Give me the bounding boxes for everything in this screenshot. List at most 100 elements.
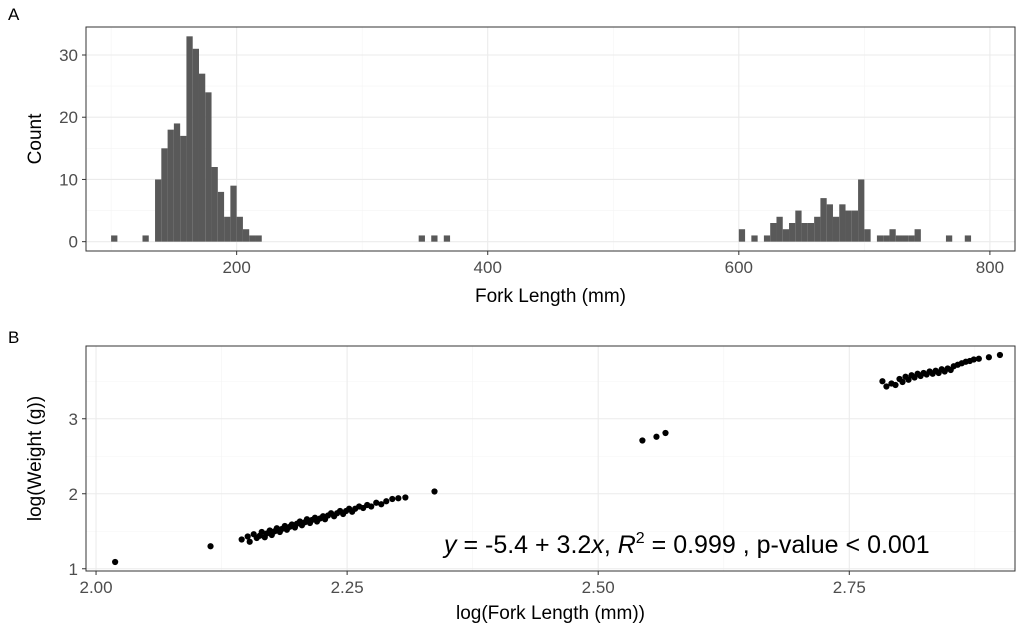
- scatter-point: [207, 543, 214, 550]
- y-tick-label: 20: [59, 108, 78, 127]
- histogram-bar: [180, 135, 187, 242]
- histogram-bar: [111, 235, 118, 242]
- scatter-point: [899, 378, 906, 386]
- scatter-point: [246, 538, 253, 545]
- histogram-bar: [908, 235, 915, 242]
- annotation-separator: ,: [604, 531, 618, 559]
- scatter-point: [368, 503, 375, 510]
- panel-a-x-ticks: 200 400 600 800: [222, 251, 1004, 277]
- scatter-point: [112, 558, 119, 566]
- histogram-bar: [242, 229, 250, 242]
- histogram-bar: [914, 229, 921, 242]
- annotation-r: R: [618, 531, 636, 559]
- y-tick-label: 2: [69, 485, 78, 504]
- histogram-bar: [236, 216, 243, 242]
- x-tick-label: 600: [725, 258, 753, 277]
- scatter-point: [244, 533, 251, 540]
- histogram-bar: [167, 129, 174, 242]
- scatter-point: [653, 433, 660, 440]
- histogram-bar: [198, 73, 206, 242]
- x-tick-label: 800: [976, 258, 1004, 277]
- annotation-superscript: 2: [636, 530, 645, 547]
- y-tick-label: 1: [69, 560, 78, 579]
- histogram-bar: [763, 235, 771, 242]
- histogram-bar: [738, 229, 746, 242]
- x-tick-label: 200: [222, 258, 250, 277]
- histogram-bar: [192, 48, 199, 242]
- panel-b-gridlines: [86, 346, 1015, 571]
- x-tick-label: 2.00: [79, 578, 112, 597]
- scatter-point: [975, 355, 982, 362]
- panel-b-y-axis-title: log(Weight (g)): [25, 396, 46, 521]
- histogram-bar: [211, 167, 218, 242]
- histogram-bar: [858, 179, 865, 242]
- histogram-bar: [217, 191, 225, 242]
- histogram-bars: [111, 36, 972, 242]
- histogram-bar: [431, 235, 438, 242]
- scatter-point: [639, 437, 646, 444]
- histogram-bar: [795, 210, 802, 242]
- histogram-bar: [945, 235, 953, 242]
- histogram-bar: [883, 235, 890, 242]
- scatter-point: [373, 499, 380, 506]
- panel-b-label: B: [8, 328, 19, 347]
- scatter-point: [662, 429, 669, 437]
- histogram-bar: [889, 229, 896, 242]
- scatter-points: [112, 351, 1004, 566]
- panel-b-x-ticks: 2.00 2.25 2.50 2.75: [79, 571, 866, 597]
- histogram-bar: [224, 216, 231, 242]
- regression-annotation: y = -5.4 + 3.2x, R2 = 0.999 , p-value < …: [442, 530, 930, 559]
- histogram-bar: [782, 229, 790, 242]
- histogram-bar: [186, 36, 193, 242]
- panel-b-x-axis-title: log(Fork Length (mm)): [456, 603, 645, 624]
- histogram-bar: [161, 148, 168, 242]
- scatter-point: [883, 383, 890, 390]
- panel-a-label: A: [8, 5, 20, 24]
- histogram-bar: [801, 223, 808, 242]
- panel-a-y-axis-title: Count: [25, 113, 46, 164]
- histogram-bar: [807, 223, 815, 242]
- y-tick-label: 3: [69, 410, 78, 429]
- y-tick-label: 30: [59, 46, 78, 65]
- scatter-point: [402, 494, 409, 501]
- histogram-bar: [770, 223, 777, 242]
- histogram-bar: [776, 216, 783, 242]
- histogram-bar: [826, 204, 833, 242]
- histogram-bar: [443, 235, 451, 242]
- histogram-bar: [173, 123, 181, 242]
- histogram-bar: [418, 235, 425, 242]
- scatter-point: [389, 495, 396, 503]
- scatter-point: [378, 501, 385, 508]
- histogram-bar: [249, 235, 256, 242]
- histogram-bar: [751, 235, 758, 242]
- scatter-point: [431, 488, 438, 495]
- annotation-rest: = 0.999 , p-value < 0.001: [645, 531, 930, 559]
- panel-b-frame: [85, 345, 1016, 572]
- annotation-y: y: [442, 531, 458, 559]
- panel-b-y-ticks: 1 2 3: [69, 410, 86, 579]
- histogram-bar: [230, 185, 237, 242]
- scatter-point: [996, 351, 1004, 359]
- histogram-bar: [864, 229, 871, 242]
- histogram-bar: [205, 92, 212, 242]
- panel-a-frame: [85, 26, 1016, 252]
- x-tick-label: 2.75: [833, 578, 866, 597]
- histogram-bar: [895, 235, 903, 242]
- histogram-bar: [832, 216, 840, 242]
- scatter-point: [970, 356, 977, 363]
- scatter-point: [905, 376, 912, 383]
- panel-b: B 2.00 2.25 2.50 2.75 1 2 3 log(Fork Length (…: [8, 328, 1016, 624]
- histogram-bar: [142, 235, 149, 242]
- scatter-point: [258, 528, 265, 536]
- panel-a-x-axis-title: Fork Length (mm): [475, 286, 626, 307]
- scatter-point: [238, 536, 245, 543]
- histogram-bar: [814, 216, 821, 242]
- x-tick-label: 2.25: [331, 578, 364, 597]
- x-tick-label: 400: [474, 258, 502, 277]
- y-tick-label: 0: [69, 233, 78, 252]
- x-tick-label: 2.50: [582, 578, 615, 597]
- histogram-bar: [876, 235, 884, 242]
- panel-a-y-ticks: 0 10 20 30: [59, 46, 86, 252]
